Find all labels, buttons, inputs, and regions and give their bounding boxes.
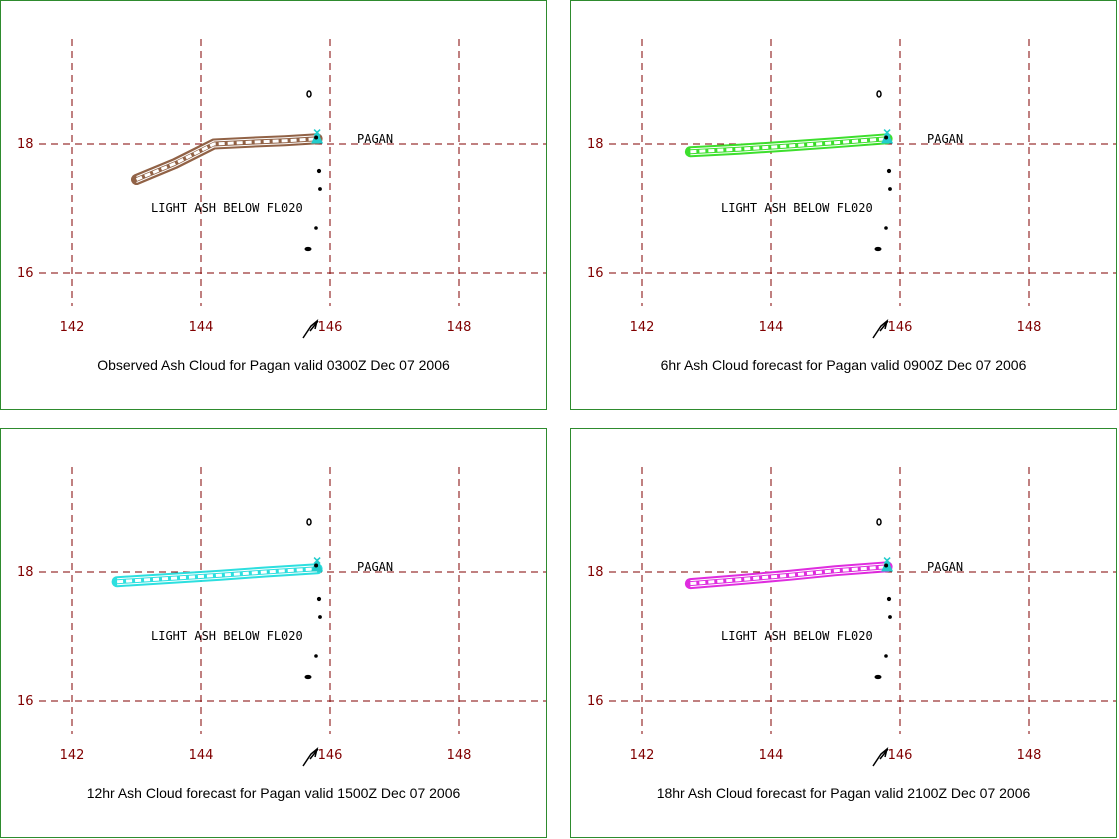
lon-label: 142 [60, 320, 85, 335]
panel-caption: 6hr Ash Cloud forecast for Pagan valid 0… [660, 357, 1027, 373]
lat-label: 16 [17, 694, 34, 709]
volcano-name-label: PAGAN [357, 132, 393, 146]
island-outlines [872, 90, 892, 339]
island-outlines [872, 518, 892, 767]
lon-label: 144 [759, 748, 784, 763]
island-outlines [302, 518, 322, 767]
lon-label: 146 [888, 320, 913, 335]
panel-6hr: 18 16 142 144 146 148 PAGAN LIGHT ASH BELOW FL0… [570, 0, 1117, 410]
ash-cloud [131, 133, 323, 185]
lon-label: 142 [630, 748, 655, 763]
lat-label: 18 [17, 137, 34, 152]
panel-caption: 12hr Ash Cloud forecast for Pagan valid … [86, 785, 461, 801]
lon-label: 148 [1017, 320, 1042, 335]
volcano-name-label: PAGAN [357, 560, 393, 574]
volcano-triangle-icon [881, 129, 894, 144]
ash-cloud [111, 563, 323, 588]
panel-12hr: 18 16 142 144 146 148 PAGAN LIGHT ASH BELOW FL0… [0, 428, 547, 838]
ash-altitude-label: LIGHT ASH BELOW FL020 [151, 629, 303, 643]
lat-label: 18 [587, 565, 604, 580]
lon-label: 146 [888, 748, 913, 763]
lat-lon-grid [609, 39, 1116, 306]
ash-cloud-map: 18 16 142 144 146 148 PAGAN LIGHT ASH BELOW FL0… [587, 39, 1116, 339]
lon-label: 144 [189, 748, 214, 763]
lat-lon-grid [609, 467, 1116, 734]
island-outlines [302, 90, 322, 339]
ash-altitude-label: LIGHT ASH BELOW FL020 [721, 629, 873, 643]
lon-label: 146 [318, 320, 343, 335]
panel-caption: Observed Ash Cloud for Pagan valid 0300Z… [97, 357, 450, 373]
ash-cloud-map: 18 16 142 144 146 148 PAGAN LIGHT ASH BELOW FL0… [17, 39, 546, 339]
ash-cloud [684, 133, 893, 158]
lon-label: 142 [60, 748, 85, 763]
volcano-name-label: PAGAN [927, 132, 963, 146]
ash-altitude-label: LIGHT ASH BELOW FL020 [721, 201, 873, 215]
volcano-name-label: PAGAN [927, 560, 963, 574]
lat-label: 18 [587, 137, 604, 152]
ash-cloud-map: 18 16 142 144 146 148 PAGAN LIGHT ASH BELOW FL0… [587, 467, 1116, 767]
lat-lon-grid [39, 467, 546, 734]
lon-label: 148 [1017, 748, 1042, 763]
lat-label: 18 [17, 565, 34, 580]
lon-label: 144 [189, 320, 214, 335]
lat-label: 16 [587, 694, 604, 709]
ash-cloud-map: 18 16 142 144 146 148 PAGAN LIGHT ASH BELOW FL0… [17, 467, 546, 767]
lat-label: 16 [17, 266, 34, 281]
lon-label: 148 [447, 320, 472, 335]
lon-label: 142 [630, 320, 655, 335]
lon-label: 148 [447, 748, 472, 763]
ash-cloud [684, 561, 893, 590]
lon-label: 146 [318, 748, 343, 763]
volcano-triangle-icon [311, 557, 324, 572]
volcano-triangle-icon [311, 129, 324, 144]
lat-lon-grid [39, 39, 546, 306]
panel-observed: 18 16 142 144 146 148 PAGAN LIGHT ASH BELOW FL0… [0, 0, 547, 410]
volcano-triangle-icon [881, 557, 894, 572]
panel-caption: 18hr Ash Cloud forecast for Pagan valid … [656, 785, 1031, 801]
lon-label: 144 [759, 320, 784, 335]
lat-label: 16 [587, 266, 604, 281]
ash-altitude-label: LIGHT ASH BELOW FL020 [151, 201, 303, 215]
panel-18hr: 18 16 142 144 146 148 PAGAN LIGHT ASH BELOW FL0… [570, 428, 1117, 838]
